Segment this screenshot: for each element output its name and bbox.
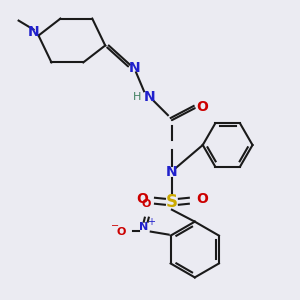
Text: N: N <box>166 165 178 179</box>
Text: S: S <box>166 193 178 211</box>
Text: O: O <box>141 199 151 209</box>
Text: O: O <box>116 226 126 237</box>
Text: +: + <box>147 217 155 227</box>
Text: O: O <box>196 192 208 206</box>
Text: N: N <box>139 222 148 232</box>
Text: N: N <box>28 25 39 39</box>
Text: O: O <box>136 192 148 206</box>
Text: O: O <box>196 100 208 114</box>
Text: −: − <box>111 220 119 231</box>
Text: H: H <box>133 92 141 102</box>
Text: N: N <box>128 61 140 75</box>
Text: N: N <box>144 90 156 104</box>
